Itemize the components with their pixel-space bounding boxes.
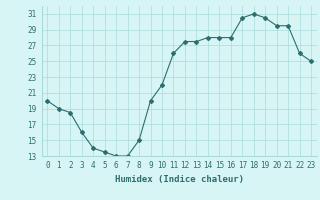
X-axis label: Humidex (Indice chaleur): Humidex (Indice chaleur)	[115, 175, 244, 184]
